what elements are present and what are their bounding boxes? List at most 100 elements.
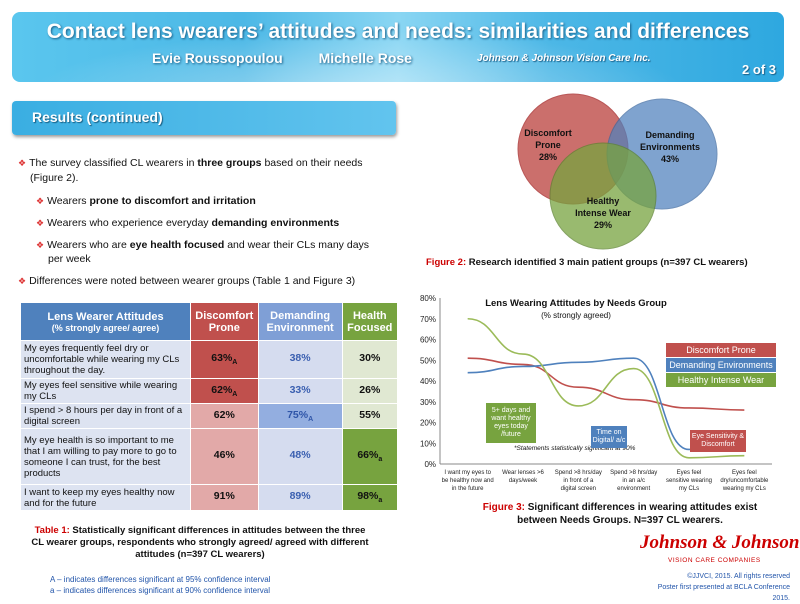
cell-discomfort: 91% [190,484,259,511]
row-statement: I spend > 8 hours per day in front of a … [20,403,191,429]
cell-value: 75% [287,408,309,421]
cell-discomfort: 62% [190,403,259,429]
cell-value: 55% [359,408,381,421]
x-tick-label: be healthy now and [442,478,494,484]
cell-value: 46% [213,449,235,462]
series-line [467,357,745,451]
affiliation: Johnson & Johnson Vision Care Inc. [477,53,651,64]
attitudes-table: Lens Wearer Attitudes (% strongly agree/… [20,302,399,511]
chart-subtitle: (% strongly agreed) [541,311,611,320]
row-statement: My eyes frequently feel dry or uncomfort… [20,340,191,379]
x-tick-label: Wear lenses >6 [502,470,544,476]
presented-note: Poster first presented at BCLA Conferenc… [657,584,790,602]
note-90: a – indicates differences significant at… [50,586,270,595]
jnj-sublogo: VISION CARE COMPANIES [668,557,761,564]
x-tick-label: environment [617,486,650,492]
cell-health: 55% [341,403,399,429]
row-statement: I want to keep my eyes healthy now and f… [20,484,191,511]
series-line [467,317,745,459]
bullet-text: based on their needs [261,157,363,169]
copyright: ©JJVCI, 2015. All rights reserved [687,573,790,580]
jnj-logo: Johnson & Johnson [640,532,800,553]
bullet-1: ❖ The survey classified CL wearers in thr… [18,156,363,170]
legend-demanding: Demanding Environments [666,358,776,372]
figure2-label: Figure 2: [426,257,467,268]
sub-bullet-2: ❖ Wearers who experience everyday demandi… [36,216,339,230]
cell-value: 26% [359,383,381,396]
cell-value: 33% [289,383,311,396]
y-tick-label: 20% [420,419,436,428]
row-statement: My eyes feel sensitive while wearing my … [20,378,191,404]
y-tick-label: 80% [420,294,436,303]
venn-diagram: Discomfort Prone 28% Demanding Environme… [517,93,718,250]
x-tick-label: in the future [452,486,484,492]
bullet-bold: eye health focused [129,239,225,251]
venn-label-health-value: 29% [594,220,612,230]
cell-value: 89% [289,490,311,503]
cell-value: 63% [211,352,233,365]
x-tick-label: digital screen [561,486,596,492]
poster-title: Contact lens wearers’ attitudes and need… [46,20,750,43]
x-tick-label: dry/uncomfortable [720,478,769,484]
diamond-bullet-icon: ❖ [18,158,27,168]
figure3-text: Significant differences in wearing attit… [517,502,758,526]
venn-label-health-2: Intense Wear [575,208,631,218]
cell-demanding: 33% [257,378,343,404]
cell-health: 98%a [341,484,399,511]
table-row: My eyes frequently feel dry or uncomfort… [20,340,399,379]
diamond-bullet-icon: ❖ [36,196,45,206]
header-health: Health Focused [341,302,399,341]
chart-title: Lens Wearing Attitudes by Needs Group [485,298,667,309]
venn-label-discomfort-1: Discomfort [524,128,572,138]
bullet-text: and wear their CLs many days [224,239,370,251]
venn-label-demanding-value: 43% [661,154,679,164]
y-tick-label: 70% [420,315,436,324]
footer-notes: ©JJVCI, 2015. All rights reserved Poster… [650,571,790,604]
header-attitudes-sub: (% strongly agree/ agree) [51,322,160,333]
cell-health: 30% [341,340,399,379]
x-tick-label: wearing my CLs [722,486,766,492]
y-tick-label: 30% [420,398,436,407]
author-1: Evie Roussopoulou [152,50,283,66]
cell-discomfort: 63%A [190,340,259,379]
cell-demanding: 75%A [257,403,343,429]
table-caption-text: Statistically significant differences in… [31,525,369,560]
banner-wave [12,12,784,82]
table-notes: A – indicates differences significant at… [50,574,270,596]
diamond-bullet-icon: ❖ [36,240,45,250]
x-tick-label: days/week [509,478,538,484]
figure2-caption: Figure 2: Research identified 3 main pat… [426,257,748,268]
y-tick-label: 50% [420,356,436,365]
cell-value: 98% [357,490,379,503]
cell-discomfort: 46% [190,428,259,485]
x-tick-label: my CLs [679,486,699,492]
diamond-bullet-icon: ❖ [36,218,45,228]
cell-value: 30% [359,352,381,365]
venn-label-discomfort-value: 28% [539,152,557,162]
sub-bullet-3-cont: per week [48,253,91,265]
authors: Evie Roussopoulou Michelle Rose [152,50,444,66]
legend-health: Healthy Intense Wear [666,373,776,387]
bullet-2: ❖ Differences were noted between wearer g… [18,274,355,288]
venn-label-demanding-1: Demanding [645,130,694,140]
sig-marker: A [308,416,314,424]
cell-value: 38% [289,352,311,365]
cell-health: 26% [341,378,399,404]
sig-marker: A [232,391,238,399]
bullet-text: Wearers who are [47,239,130,251]
bullet-text: Wearers who experience everyday [47,217,212,229]
section-header: Results (continued) [12,101,396,135]
sig-marker: a [378,497,383,505]
y-tick-label: 40% [420,377,436,386]
cell-value: 62% [211,383,233,396]
header-demanding: Demanding Environment [257,302,343,341]
cell-value: 48% [289,449,311,462]
table-row: I spend > 8 hours per day in front of a … [20,403,399,429]
header-discomfort: Discomfort Prone [190,302,259,341]
x-tick-label: Spend >8 hrs/day [555,470,602,476]
x-tick-label: I want my eyes to [444,470,491,476]
header-banner: Contact lens wearers’ attitudes and need… [12,12,784,82]
page-indicator: 2 of 3 [742,62,776,77]
bullet-bold: three groups [197,157,262,169]
row-statement: My eye health is so important to me that… [20,428,191,485]
